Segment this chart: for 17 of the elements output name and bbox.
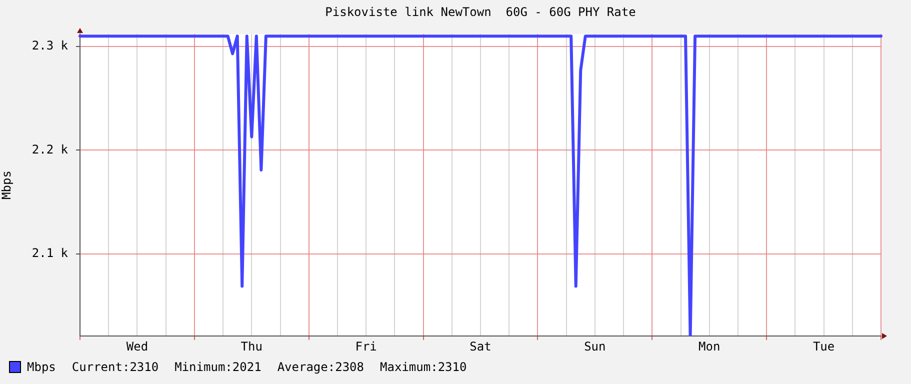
x-tick-label: Mon [698, 339, 720, 354]
legend-label: Mbps [27, 360, 56, 374]
text: Minimum:2021 [174, 360, 262, 374]
chart-title: Piskoviste link NewTown 60G - 60G PHY Rate [324, 5, 637, 19]
y-tick-label: 2.2 k [32, 142, 69, 156]
text: Average:2308 [277, 360, 364, 374]
text: Maximum:2310 [380, 360, 467, 374]
y-tick-label: 2.3 k [32, 38, 69, 53]
x-tick-label: Fri [355, 339, 377, 354]
x-tick-label: Sun [584, 339, 606, 354]
x-tick-label: Wed [126, 339, 148, 354]
text: Current:2310 [72, 360, 159, 374]
y-tick-label: 2.1 k [32, 246, 69, 260]
x-tick-label: Tue [812, 339, 835, 354]
x-tick-label: Thu [240, 339, 262, 354]
x-tick-label: Sat [470, 339, 492, 354]
y-axis-title: Mbps [0, 170, 14, 200]
